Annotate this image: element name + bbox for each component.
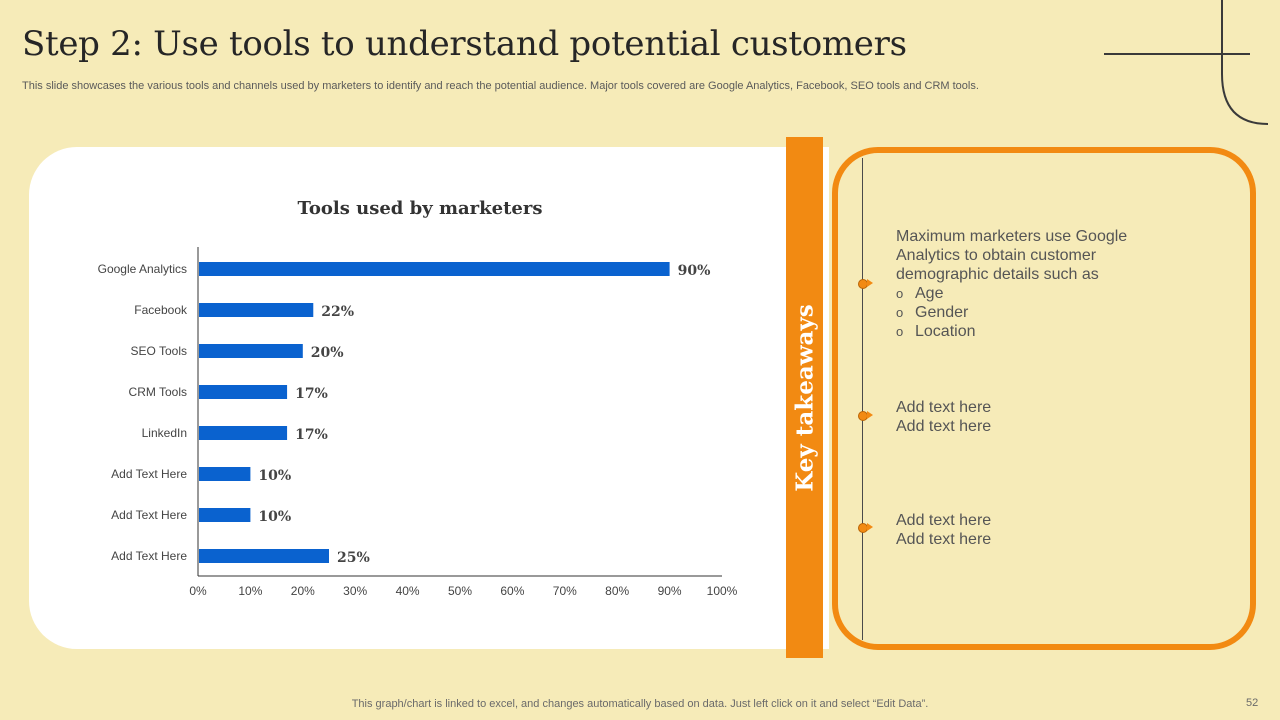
bar[interactable] xyxy=(199,549,329,563)
x-tick-label: 90% xyxy=(658,584,682,598)
bar[interactable] xyxy=(199,303,314,317)
data-label: 10% xyxy=(258,509,291,525)
slide-title: Step 2: Use tools to understand potentia… xyxy=(22,24,907,64)
bullet-item: o Location xyxy=(896,322,1186,341)
bullet-item: o Age xyxy=(896,284,1186,303)
x-tick-label: 40% xyxy=(396,584,420,598)
category-label: LinkedIn xyxy=(142,426,187,440)
data-label: 25% xyxy=(337,550,370,566)
bullet-text: Gender xyxy=(915,304,969,321)
page-number: 52 xyxy=(1246,697,1259,709)
category-label: Add Text Here xyxy=(111,467,187,481)
takeaway-line: Add text here xyxy=(896,418,992,435)
takeaways-box xyxy=(832,147,1256,650)
timeline-arrow-2 xyxy=(867,411,873,419)
x-tick-label: 0% xyxy=(189,584,207,598)
timeline-line xyxy=(862,158,863,640)
bullet-item: o Gender xyxy=(896,303,1186,322)
bar[interactable] xyxy=(199,344,303,358)
takeaway-line: Analytics to obtain customer xyxy=(896,247,1097,264)
takeaway-item-1: Maximum marketers use Google Analytics t… xyxy=(896,227,1186,341)
x-tick-label: 50% xyxy=(448,584,472,598)
data-label: 20% xyxy=(311,345,344,361)
category-label: Add Text Here xyxy=(111,508,187,522)
bar[interactable] xyxy=(199,262,670,276)
x-tick-label: 10% xyxy=(238,584,262,598)
bar[interactable] xyxy=(199,467,251,481)
x-tick-label: 100% xyxy=(707,584,738,598)
takeaway-bullet-list: o Age o Gender o Location xyxy=(896,284,1186,341)
timeline-arrow-1 xyxy=(867,279,873,287)
data-label: 17% xyxy=(295,427,328,443)
takeaway-line: Add text here xyxy=(896,512,992,529)
corner-decoration xyxy=(1104,0,1269,125)
bullet-marker: o xyxy=(896,324,904,339)
takeaway-line: Add text here xyxy=(896,399,992,416)
data-label: 17% xyxy=(295,386,328,402)
chart-title: Tools used by marketers xyxy=(298,198,543,219)
timeline-arrow-3 xyxy=(867,523,873,531)
takeaway-line: Add text here xyxy=(896,531,992,548)
x-tick-label: 70% xyxy=(553,584,577,598)
bullet-marker: o xyxy=(896,286,904,301)
footer-note: This graph/chart is linked to excel, and… xyxy=(351,698,929,710)
takeaway-line: Maximum marketers use Google xyxy=(896,228,1128,245)
slide-subtitle: This slide showcases the various tools a… xyxy=(22,80,979,92)
bar[interactable] xyxy=(199,426,288,440)
data-label: 22% xyxy=(321,304,354,320)
x-tick-label: 20% xyxy=(291,584,315,598)
bullet-text: Location xyxy=(915,323,976,340)
x-tick-label: 80% xyxy=(605,584,629,598)
category-label: CRM Tools xyxy=(129,385,187,399)
x-tick-label: 60% xyxy=(500,584,524,598)
category-label: SEO Tools xyxy=(131,344,187,358)
takeaway-item-2: Add text here Add text here xyxy=(896,398,1186,436)
takeaway-item-3: Add text here Add text here xyxy=(896,511,1186,549)
category-label: Add Text Here xyxy=(111,549,187,563)
takeaway-line: demographic details such as xyxy=(896,266,1099,283)
data-label: 10% xyxy=(258,468,291,484)
bar-chart[interactable]: Tools used by marketers 0% 10% 20% 30% 40% 50%… xyxy=(29,147,829,649)
bar[interactable] xyxy=(199,508,251,522)
chart-card: Tools used by marketers 0% 10% 20% 30% 40% 50%… xyxy=(29,147,829,649)
x-tick-label: 30% xyxy=(343,584,367,598)
key-takeaways-label: Key takeaways xyxy=(791,303,818,492)
bullet-marker: o xyxy=(896,305,904,320)
bar[interactable] xyxy=(199,385,288,399)
bullet-text: Age xyxy=(915,285,944,302)
key-takeaways-banner: Key takeaways xyxy=(786,137,823,658)
category-label: Google Analytics xyxy=(98,262,187,276)
data-label: 90% xyxy=(678,263,711,279)
category-label: Facebook xyxy=(134,303,188,317)
